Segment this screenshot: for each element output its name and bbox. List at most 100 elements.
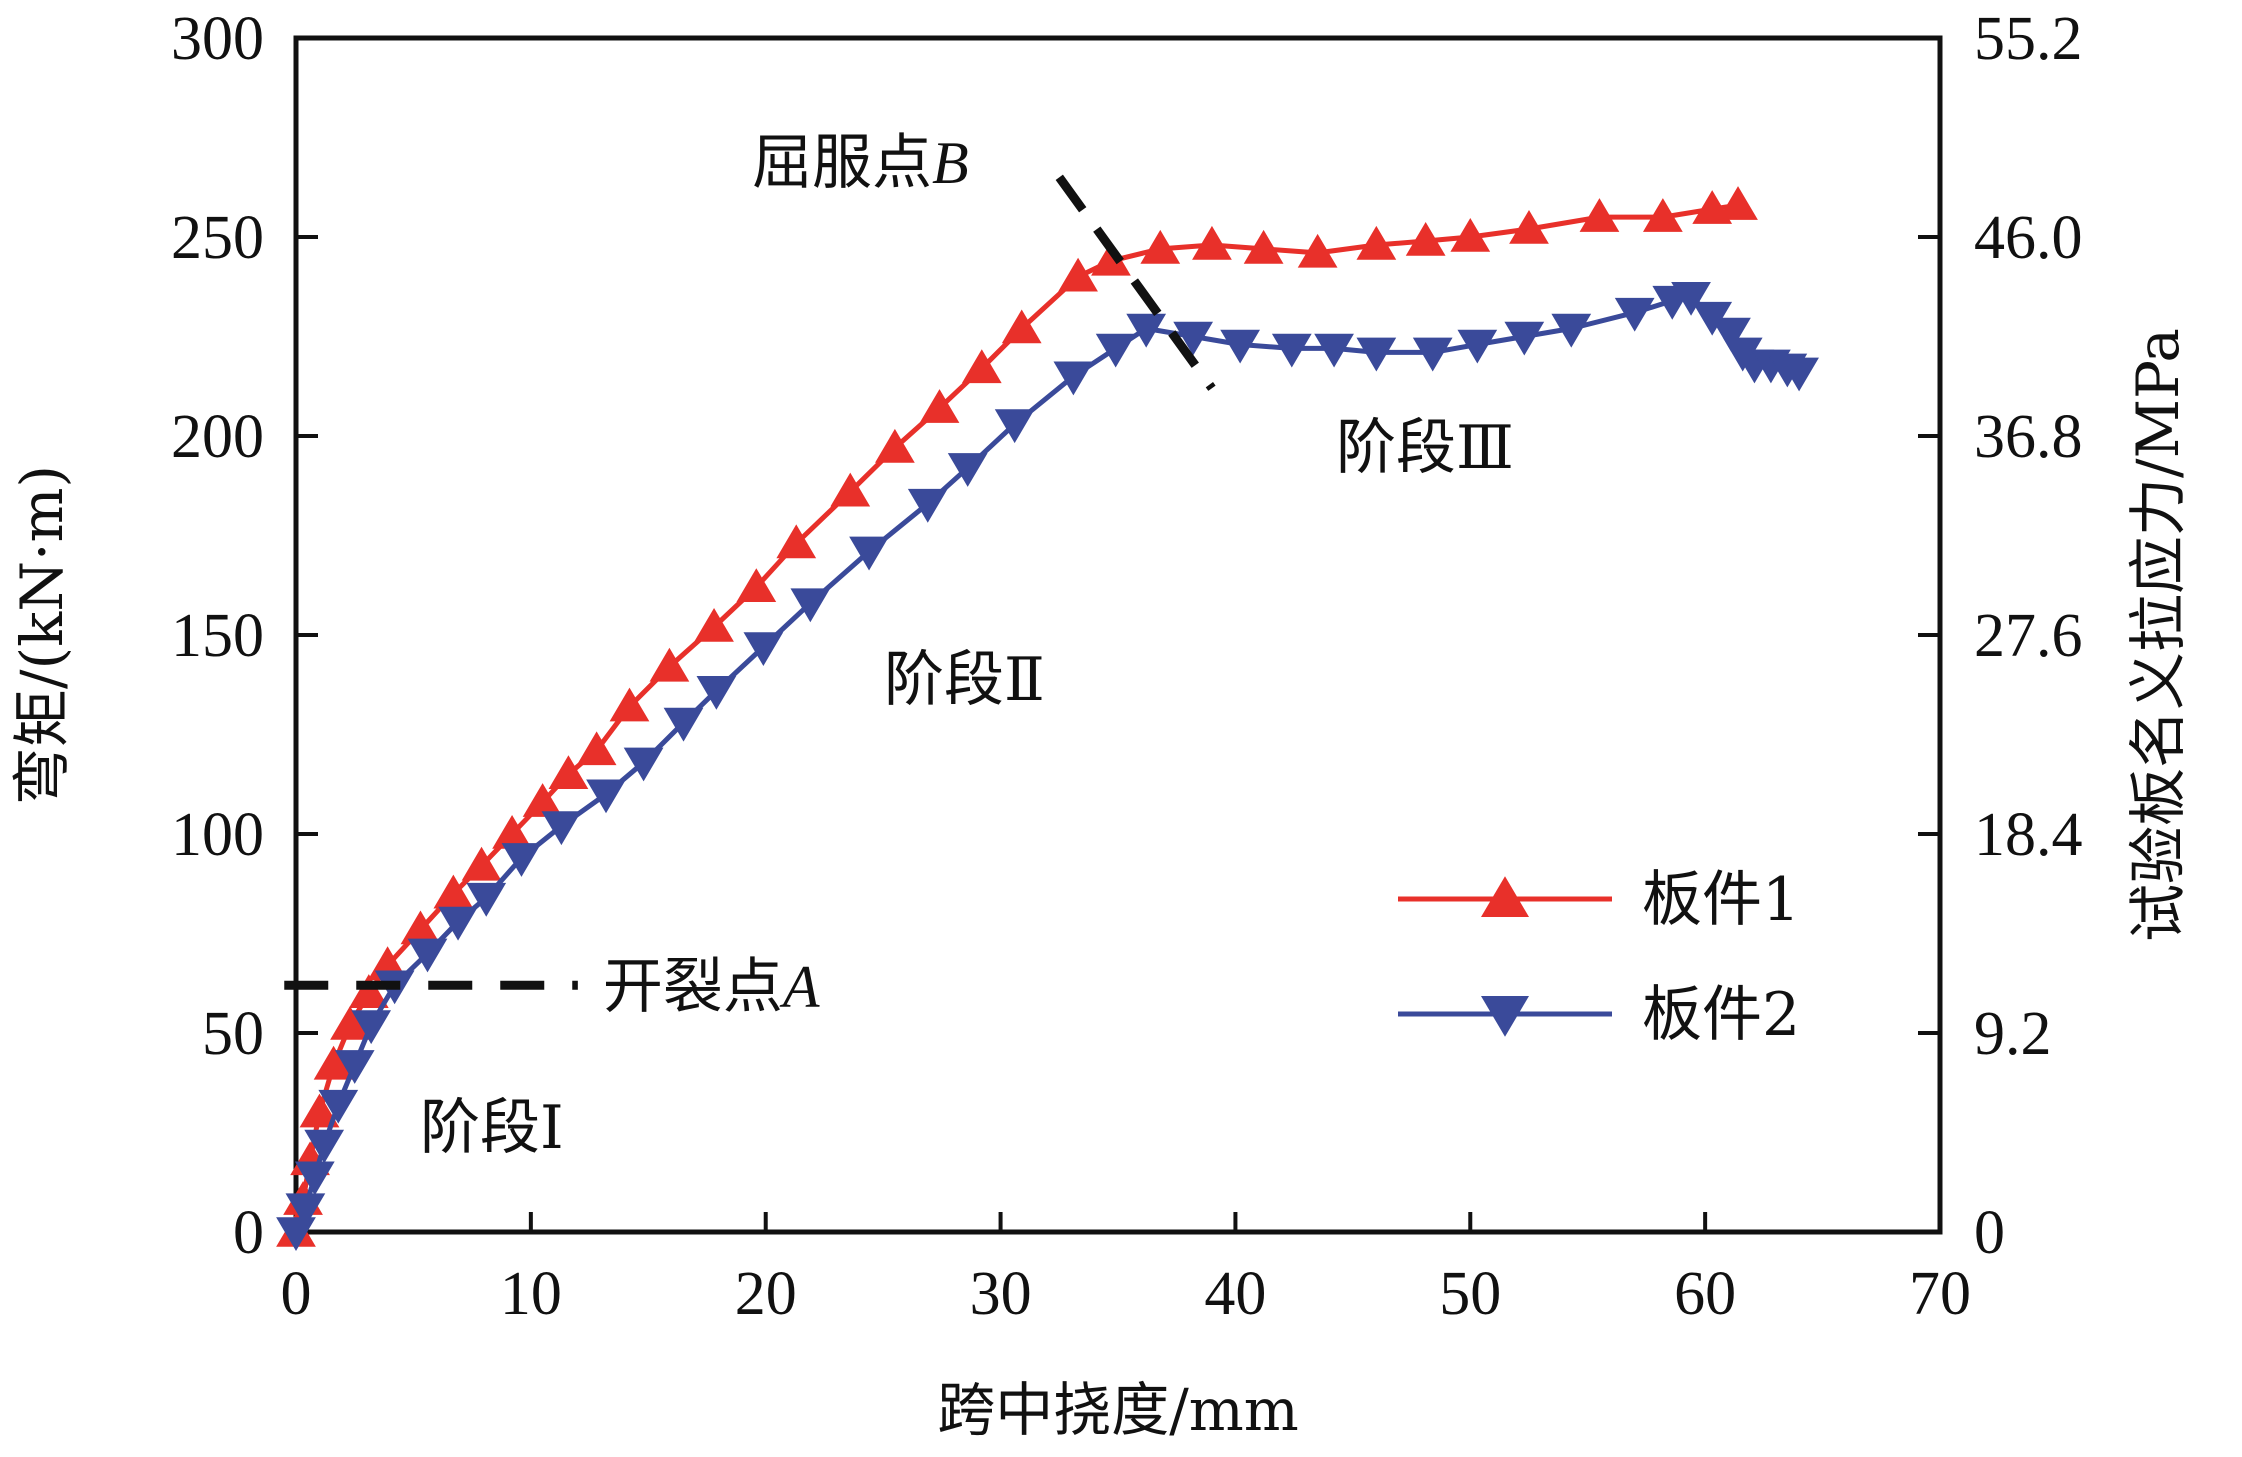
yield-point-label: 屈服点B xyxy=(752,128,969,198)
y2-tick-label: 0 xyxy=(1974,1199,2005,1267)
series-1-point xyxy=(548,755,589,790)
series-layer xyxy=(276,186,1819,1252)
series-2-point xyxy=(1053,361,1094,396)
y2-tick-label: 36.8 xyxy=(1974,403,2083,471)
series-1-point xyxy=(1718,186,1758,220)
series-1-point xyxy=(1356,225,1397,260)
series-2-point xyxy=(849,536,889,571)
plot-area: 0 10 20 30 40 50 60 7005010015020025030009.218.… xyxy=(171,5,2083,1328)
series-2-point xyxy=(501,843,542,877)
series-2-point xyxy=(1614,297,1655,332)
y2-tick-label: 18.4 xyxy=(1974,801,2083,869)
series-1-point xyxy=(830,472,871,507)
series-2-point xyxy=(1126,313,1167,348)
x-axis-title: 跨中挠度/mm xyxy=(937,1376,1299,1444)
series-1-point xyxy=(1001,309,1042,344)
series-2-line xyxy=(293,294,1800,1233)
series-2-point xyxy=(1271,333,1312,368)
x-tick-label: 50 xyxy=(1439,1260,1501,1328)
series-2-point xyxy=(663,707,704,742)
series-2-point xyxy=(334,1050,375,1084)
stage-1-label: 阶段Ⅰ xyxy=(420,1093,564,1163)
series-2-point xyxy=(304,1129,345,1164)
series-2-point xyxy=(318,1089,359,1124)
y-tick-label: 250 xyxy=(171,204,264,272)
y-tick-label: 200 xyxy=(171,403,264,471)
series-1-point xyxy=(649,647,690,682)
series-2-point xyxy=(586,779,626,814)
series-2-point xyxy=(541,811,582,846)
x-tick-label: 20 xyxy=(735,1260,797,1328)
series-2-point xyxy=(1711,317,1751,352)
series-2-point xyxy=(466,882,507,917)
legend-marker-2 xyxy=(1481,996,1529,1037)
yield-point-prefix: 屈服点 xyxy=(752,128,932,198)
series-1-point xyxy=(875,428,915,463)
series-1-point xyxy=(1140,229,1181,264)
series-1-point xyxy=(1243,229,1284,264)
x-tick-label: 10 xyxy=(500,1260,562,1328)
crack-point-prefix: 开裂点 xyxy=(603,952,783,1022)
plot-frame xyxy=(293,35,1943,1235)
series-1-point xyxy=(1642,198,1683,232)
y-axis-title: 弯矩/(kN·m) xyxy=(8,465,76,805)
series-1-point xyxy=(1579,198,1620,232)
series-2-point xyxy=(1095,333,1136,368)
stage-3-label: 阶段Ⅲ xyxy=(1336,413,1514,483)
series-2-point xyxy=(1173,321,1214,356)
series-2-point xyxy=(907,488,948,523)
series-1 xyxy=(276,186,1758,1247)
series-1-point xyxy=(961,349,1002,384)
series-2-point xyxy=(1412,337,1453,372)
series-2-point xyxy=(1356,337,1397,372)
legend-marker-1 xyxy=(1481,876,1529,917)
series-1-point xyxy=(776,524,817,559)
x-tick-label: 70 xyxy=(1909,1260,1971,1328)
series-2 xyxy=(276,281,1819,1252)
series-2-point xyxy=(1314,333,1354,368)
x-tick-label: 30 xyxy=(970,1260,1032,1328)
y2-tick-label: 46.0 xyxy=(1974,204,2083,272)
x-tick-label: 0 xyxy=(281,1260,312,1328)
crack-point-label: 开裂点A xyxy=(603,952,820,1022)
series-1-point xyxy=(299,1093,340,1128)
x-tick-label: 60 xyxy=(1674,1260,1736,1328)
y2-tick-label: 27.6 xyxy=(1974,602,2083,670)
series-1-point xyxy=(1450,217,1491,252)
series-1-point xyxy=(1297,233,1338,268)
y-tick-label: 50 xyxy=(202,1000,264,1068)
y-tick-label: 150 xyxy=(171,602,264,670)
series-1-point xyxy=(348,974,389,1008)
series-2-point xyxy=(407,938,448,973)
legend-label-2: 板件2 xyxy=(1642,980,1800,1050)
series-2-point xyxy=(743,632,784,666)
series-2-point xyxy=(1220,329,1261,364)
series-1-point xyxy=(461,846,502,881)
series-2-point xyxy=(1779,357,1819,392)
legend: 板件1 板件2 xyxy=(1398,865,1800,1050)
series-2-point xyxy=(294,1161,335,1196)
series-1-point xyxy=(609,687,650,722)
series-1-point xyxy=(522,783,563,817)
y2-axis-title: 试验板名义拉应力/MPa xyxy=(2124,328,2192,942)
y2-tick-label: 55.2 xyxy=(1974,5,2083,73)
series-1-point xyxy=(736,568,777,602)
series-2-point xyxy=(696,675,737,710)
yield-point-line xyxy=(1055,174,1216,391)
series-1-point xyxy=(919,389,960,423)
series-1-point xyxy=(1405,221,1446,256)
crack-point-letter: A xyxy=(779,954,820,1020)
y-tick-label: 0 xyxy=(233,1199,264,1267)
yield-point-letter: B xyxy=(932,130,969,196)
series-1-point xyxy=(1509,210,1549,244)
legend-label-1: 板件1 xyxy=(1642,865,1800,935)
series-1-point xyxy=(576,731,617,766)
series-1-point xyxy=(1058,257,1098,292)
series-2-point xyxy=(1551,313,1592,348)
series-2-point xyxy=(1504,321,1545,356)
series-2-point xyxy=(438,906,478,941)
annotation-layer: 开裂点A 屈服点B 阶段Ⅰ 阶段Ⅱ 阶段Ⅲ xyxy=(284,128,1514,1163)
y-tick-label: 100 xyxy=(171,801,264,869)
series-2-point xyxy=(1671,281,1711,316)
